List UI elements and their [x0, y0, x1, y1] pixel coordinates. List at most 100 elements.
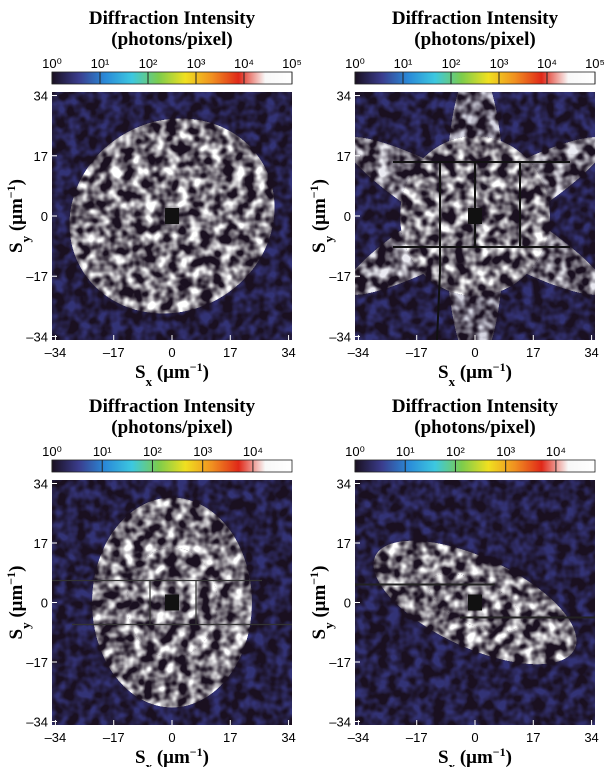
axis-label-part: ) [6, 566, 27, 572]
y-axis-label: Sy (μm−1) [4, 566, 33, 640]
axis-label-part: (μm [152, 747, 190, 767]
heatmap-image [52, 480, 292, 725]
axis-label-part: −1 [4, 185, 18, 198]
colorbar-tick-label: 10⁰ [42, 444, 62, 459]
y-axis-label: Sy (μm−1) [307, 179, 336, 253]
x-tick-label: 17 [223, 730, 237, 745]
y-tick-label: 34 [337, 477, 351, 492]
x-tick-label: 34 [281, 730, 295, 745]
y-tick-label: 0 [344, 209, 351, 224]
y-tick-label: 17 [337, 149, 351, 164]
x-tick-label: –17 [103, 345, 125, 360]
chart-title: Diffraction Intensity [89, 396, 256, 417]
x-tick-label: 17 [526, 730, 540, 745]
y-axis-label: Sy (μm−1) [307, 566, 336, 640]
axis-label-part: −1 [190, 745, 203, 759]
axis-label-part: ) [203, 362, 209, 383]
y-tick-label: –17 [26, 655, 48, 670]
y-tick-label: 34 [34, 89, 48, 104]
axis-label-part: −1 [307, 185, 321, 198]
axis-label-part: S [135, 362, 146, 383]
x-tick-label: 0 [168, 345, 175, 360]
y-tick-label: 17 [34, 536, 48, 551]
chart-title: Diffraction Intensity [392, 396, 559, 417]
colorbar [354, 459, 596, 473]
axis-label-part: −1 [190, 360, 203, 374]
x-tick-label: 0 [471, 345, 478, 360]
axis-label-part: −1 [493, 745, 506, 759]
x-tick-label: –17 [103, 730, 125, 745]
axis-label-part: x [449, 374, 456, 389]
x-axis-label: Sx (μm−1) [135, 745, 209, 767]
chart-subtitle: (photons/pixel) [414, 29, 535, 50]
colorbar-tick-label: 10¹ [93, 444, 112, 459]
axis-label-part: x [146, 374, 153, 389]
x-tick-label: –34 [45, 730, 67, 745]
colorbar-tick-label: 10² [139, 56, 158, 71]
axis-label-part: S [6, 629, 27, 640]
colorbar-tick-label: 10⁵ [585, 56, 605, 71]
heatmap-image [355, 92, 595, 340]
chart-subtitle: (photons/pixel) [111, 29, 232, 50]
axis-label-part: y [321, 622, 336, 629]
colorbar-tick-label: 10¹ [394, 56, 413, 71]
axis-label-part: ) [506, 362, 512, 383]
axis-label-part: ) [309, 179, 330, 185]
axis-label-part: (μm [6, 585, 27, 623]
y-tick-label: –34 [26, 715, 48, 730]
colorbar-tick-label: 10¹ [396, 444, 415, 459]
axis-label-part: y [18, 235, 33, 242]
colorbar-tick-label: 10⁴ [546, 444, 566, 459]
axis-label-part: S [309, 242, 330, 253]
axis-label-part: S [6, 242, 27, 253]
axis-label-part: ) [203, 747, 209, 767]
y-tick-label: –17 [329, 269, 351, 284]
y-tick-label: 0 [41, 209, 48, 224]
axis-label-part: (μm [455, 747, 493, 767]
y-tick-label: 34 [34, 477, 48, 492]
x-axis-label: Sx (μm−1) [135, 360, 209, 389]
colorbar-tick-label: 10³ [490, 56, 509, 71]
y-tick-label: –17 [329, 655, 351, 670]
panel: Diffraction Intensity(photons/pixel) 10⁰ 1… [307, 396, 599, 767]
colorbar [51, 71, 293, 85]
axis-label-part: y [321, 235, 336, 242]
y-tick-label: –34 [329, 715, 351, 730]
axis-label-part: x [146, 759, 153, 767]
detector-edge [436, 271, 441, 340]
axis-label-part: y [18, 622, 33, 629]
axis-label-part: S [135, 747, 146, 767]
x-tick-label: –17 [406, 730, 428, 745]
colorbar [51, 459, 293, 473]
y-tick-label: –34 [26, 329, 48, 344]
x-tick-label: 17 [526, 345, 540, 360]
panel: Diffraction Intensity(photons/pixel) 10⁰ 1… [307, 8, 605, 389]
beamstop [165, 594, 179, 611]
colorbar-tick-label: 10⁰ [345, 444, 365, 459]
y-tick-label: 17 [34, 149, 48, 164]
beamstop [165, 208, 179, 224]
x-tick-label: 34 [281, 345, 295, 360]
y-tick-label: –34 [329, 329, 351, 344]
axis-label-part: −1 [4, 572, 18, 585]
y-tick-label: –17 [26, 269, 48, 284]
y-tick-label: 0 [344, 596, 351, 611]
axis-label-part: −1 [493, 360, 506, 374]
axis-label-part: x [449, 759, 456, 767]
colorbar-tick-label: 10⁴ [537, 56, 557, 71]
colorbar [354, 71, 596, 85]
chart-subtitle: (photons/pixel) [111, 417, 232, 438]
colorbar-tick-label: 10⁰ [42, 56, 62, 71]
axis-label-part: ) [309, 566, 330, 572]
colorbar-tick-label: 10² [442, 56, 461, 71]
x-tick-label: 0 [471, 730, 478, 745]
axis-label-part: ) [506, 747, 512, 767]
axis-label-part: (μm [6, 198, 27, 236]
chart-title: Diffraction Intensity [392, 8, 559, 29]
axis-label-part: (μm [309, 585, 330, 623]
x-tick-label: –34 [348, 730, 370, 745]
axis-label-part: (μm [455, 362, 493, 383]
colorbar-tick-label: 10¹ [91, 56, 110, 71]
x-tick-label: 34 [584, 345, 598, 360]
x-tick-label: –34 [45, 345, 67, 360]
